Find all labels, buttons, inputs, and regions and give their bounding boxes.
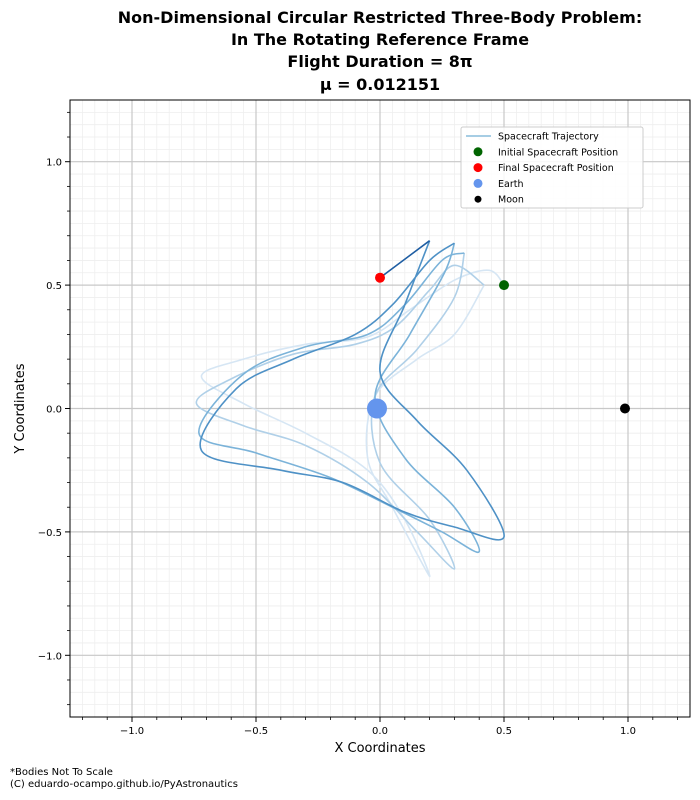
- footnote-bodies-not-to-scale: *Bodies Not To Scale: [10, 767, 113, 778]
- legend-swatch-marker: [473, 147, 483, 157]
- chart-canvas: −1.0 −0.5 0.0 0.5 1.0 −1.0 −0.5 0.0 0.5 1.0 X Coor…: [13, 99, 691, 756]
- x-tick-label: 1.0: [620, 726, 636, 737]
- legend-swatch-marker: [474, 195, 482, 203]
- final-spacecraft-position-marker: [375, 272, 385, 283]
- y-tick-label: −0.5: [38, 528, 62, 539]
- x-tick-label: 0.5: [496, 726, 512, 737]
- y-tick-label: 1.0: [46, 158, 62, 169]
- y-tick-label: 0.0: [46, 405, 62, 416]
- legend-label: Initial Spacecraft Position: [498, 147, 618, 158]
- chart-title-line-2: In The Rotating Reference Frame: [230, 30, 530, 49]
- legend-swatch-marker: [473, 178, 483, 188]
- chart-title-line-1: Non-Dimensional Circular Restricted Thre…: [117, 8, 643, 27]
- x-tick-label: −1.0: [120, 726, 144, 737]
- x-axis-label: X Coordinates: [334, 741, 425, 756]
- y-tick-label: 0.5: [46, 281, 62, 292]
- trajectory-segment-5: [379, 240, 431, 279]
- trajectory-segment-3: [198, 242, 481, 554]
- legend-label: Earth: [498, 179, 523, 190]
- y-tick-label: −1.0: [38, 651, 62, 662]
- footnote-copyright: (C) eduardo-ocampo.github.io/PyAstronaut…: [10, 779, 238, 790]
- trajectory-segment-1: [200, 269, 505, 578]
- legend-box: [460, 126, 644, 209]
- chart-title-line-4: μ = 0.012151: [319, 75, 441, 94]
- moon-marker: [619, 403, 630, 414]
- legend-swatch-marker: [473, 163, 483, 173]
- legend-label: Moon: [498, 195, 524, 206]
- legend-label: Spacecraft Trajectory: [498, 132, 599, 143]
- x-tick-label: 0.0: [372, 726, 388, 737]
- earth-marker: [366, 398, 387, 419]
- trajectory-segment-4: [199, 240, 505, 541]
- legend-label: Final Spacecraft Position: [498, 163, 614, 174]
- x-tick-label: −0.5: [244, 726, 268, 737]
- initial-spacecraft-position-marker: [499, 280, 509, 291]
- trajectory-segment-2: [195, 252, 485, 570]
- chart-title-line-3: Flight Duration = 8π: [287, 52, 473, 71]
- y-axis-label: Y Coordinates: [13, 363, 28, 454]
